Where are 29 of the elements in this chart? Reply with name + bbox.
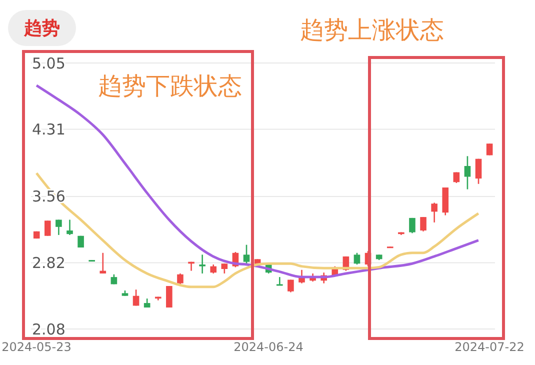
line-series [35, 172, 480, 288]
y-tick-label: 5.05 [32, 54, 66, 72]
candlestick [464, 155, 471, 190]
candlestick [243, 244, 250, 266]
x-tick-label: 2024-06-24 [234, 340, 304, 354]
candlestick [177, 272, 184, 285]
candlestick [475, 158, 482, 185]
chart-title: 趋势 [8, 10, 76, 46]
text: 趋势上涨状态 [300, 15, 444, 46]
candlestick [354, 252, 360, 266]
candlestick [431, 202, 438, 224]
candlestick [66, 219, 73, 236]
y-tick-label: 4.31 [32, 120, 66, 139]
candlestick [276, 276, 283, 286]
candlestick [221, 262, 228, 274]
candlestick [288, 279, 294, 293]
candlestick [409, 217, 416, 234]
candlestick [166, 286, 172, 308]
y-tick-label: 2.08 [32, 320, 66, 338]
candlestick [44, 220, 51, 237]
y-tick-label: 2.82 [32, 254, 66, 272]
candlestick [100, 252, 106, 274]
x-tick-label: 2024-05-23 [2, 340, 72, 354]
candlestick [56, 219, 62, 236]
x-tick-label: 2024-07-22 [454, 340, 524, 354]
candlestick [420, 216, 426, 232]
candlestick [132, 288, 140, 306]
candlestick [199, 254, 206, 274]
annotation: 趋势下跌状态 [98, 71, 242, 102]
